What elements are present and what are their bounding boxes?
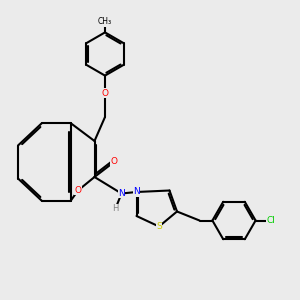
Text: O: O — [74, 186, 82, 195]
Text: S: S — [156, 222, 162, 231]
Text: N: N — [133, 188, 140, 196]
Text: O: O — [101, 88, 109, 98]
Text: CH₃: CH₃ — [98, 17, 112, 26]
Text: N: N — [118, 189, 125, 198]
Text: H: H — [112, 204, 119, 213]
Text: O: O — [110, 158, 118, 166]
Text: Cl: Cl — [266, 216, 275, 225]
